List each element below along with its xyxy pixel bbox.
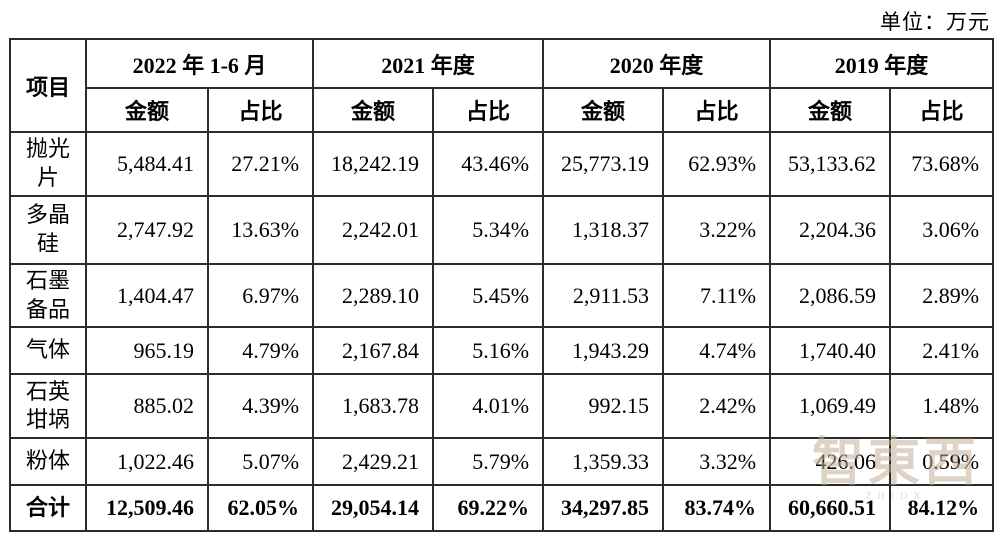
ratio-cell: 4.74% [662,326,772,376]
amount-cell: 2,204.36 [769,195,892,265]
ratio-cell: 73.68% [889,131,995,197]
ratio-cell: 27.21% [206,131,315,197]
row-label: 石墨备品 [9,262,87,329]
amount-cell: 25,773.19 [542,131,665,197]
amount-cell: 1,359.33 [542,437,665,487]
amount-cell: 1,740.40 [769,326,892,376]
ratio-cell: 5.16% [432,326,545,376]
ratio-cell: 2.41% [889,326,995,376]
ratio-cell: 5.34% [432,195,545,265]
amount-cell: 1,069.49 [769,373,892,440]
amount-cell: 885.02 [85,373,209,440]
amount-cell: 992.15 [542,373,665,440]
table-row-quartz-crucible: 石英坩埚 885.02 4.39% 1,683.78 4.01% 992.15 … [9,373,995,440]
header-period-2020: 2020 年度 [542,38,772,89]
amount-cell: 1,683.78 [312,373,435,440]
header-amount-2020: 金额 [542,87,665,133]
amount-cell: 2,086.59 [769,262,892,329]
amount-cell: 34,297.85 [542,484,665,533]
amount-cell: 1,943.29 [542,326,665,376]
amount-cell: 12,509.46 [85,484,209,533]
amount-cell: 18,242.19 [312,131,435,197]
amount-cell: 965.19 [85,326,209,376]
ratio-cell: 3.06% [889,195,995,265]
table-row-polysilicon: 多晶硅 2,747.92 13.63% 2,242.01 5.34% 1,318… [9,195,995,265]
ratio-cell: 3.22% [662,195,772,265]
amount-cell: 2,289.10 [312,262,435,329]
table-row-powder: 粉体 1,022.46 5.07% 2,429.21 5.79% 1,359.3… [9,437,995,487]
header-period-2019: 2019 年度 [769,38,995,89]
amount-cell: 2,429.21 [312,437,435,487]
ratio-cell: 2.42% [662,373,772,440]
ratio-cell: 1.48% [889,373,995,440]
header-ratio-2021: 占比 [432,87,545,133]
table-header-subcolumns: 金额 占比 金额 占比 金额 占比 金额 占比 [10,87,995,133]
amount-cell: 2,167.84 [312,326,435,376]
amount-cell: 2,911.53 [542,262,665,329]
amount-cell: 5,484.41 [85,131,209,197]
header-ratio-2022: 占比 [206,87,315,133]
row-label: 石英坩埚 [9,373,87,440]
ratio-cell: 6.97% [206,262,315,329]
row-label: 合计 [9,484,87,533]
amount-cell: 53,133.62 [769,131,892,197]
amount-cell: 2,747.92 [85,195,209,265]
header-period-2022: 2022 年 1-6 月 [84,38,315,89]
table-row-gas: 气体 965.19 4.79% 2,167.84 5.16% 1,943.29 … [9,326,995,376]
ratio-cell: 4.79% [206,326,315,376]
ratio-cell: 4.01% [432,373,545,440]
ratio-cell: 62.05% [206,484,315,533]
row-label: 多晶硅 [9,195,87,265]
ratio-cell: 4.39% [206,373,315,440]
table-header-periods: 项目 2022 年 1-6 月 2021 年度 2020 年度 2019 年度 [9,38,995,133]
ratio-cell: 69.22% [432,484,545,533]
ratio-cell: 84.12% [889,484,995,533]
amount-cell: 1,022.46 [85,437,209,487]
ratio-cell: 62.93% [662,131,772,197]
header-item: 项目 [9,38,87,133]
ratio-cell: 83.74% [662,484,772,533]
amount-cell: 426.06 [769,437,892,487]
header-period-2021: 2021 年度 [312,38,545,89]
table-row-total: 合计 12,509.46 62.05% 29,054.14 69.22% 34,… [9,484,995,533]
ratio-cell: 7.11% [662,262,772,329]
amount-cell: 1,404.47 [85,262,209,329]
amount-cell: 29,054.14 [312,484,435,533]
ratio-cell: 5.45% [432,262,545,329]
row-label: 抛光片 [9,131,87,197]
row-label: 气体 [9,326,87,376]
ratio-cell: 5.07% [206,437,315,487]
header-ratio-2019: 占比 [889,87,995,133]
unit-label: 单位：万元 [880,10,990,34]
header-amount-2019: 金额 [769,87,892,133]
ratio-cell: 5.79% [432,437,545,487]
row-label: 粉体 [9,437,87,487]
table-row-graphite-spares: 石墨备品 1,404.47 6.97% 2,289.10 5.45% 2,911… [9,262,995,329]
ratio-cell: 3.32% [662,437,772,487]
cost-breakdown-table: 项目 2022 年 1-6 月 2021 年度 2020 年度 2019 年度 … [9,38,995,533]
amount-cell: 1,318.37 [542,195,665,265]
header-amount-2022: 金额 [85,87,209,133]
ratio-cell: 13.63% [206,195,315,265]
table-row-polishing-wafer: 抛光片 5,484.41 27.21% 18,242.19 43.46% 25,… [9,131,995,197]
header-amount-2021: 金额 [312,87,435,133]
ratio-cell: 43.46% [432,131,545,197]
ratio-cell: 2.89% [889,262,995,329]
header-ratio-2020: 占比 [662,87,772,133]
amount-cell: 60,660.51 [769,484,892,533]
amount-cell: 2,242.01 [312,195,435,265]
ratio-cell: 0.59% [889,437,995,487]
